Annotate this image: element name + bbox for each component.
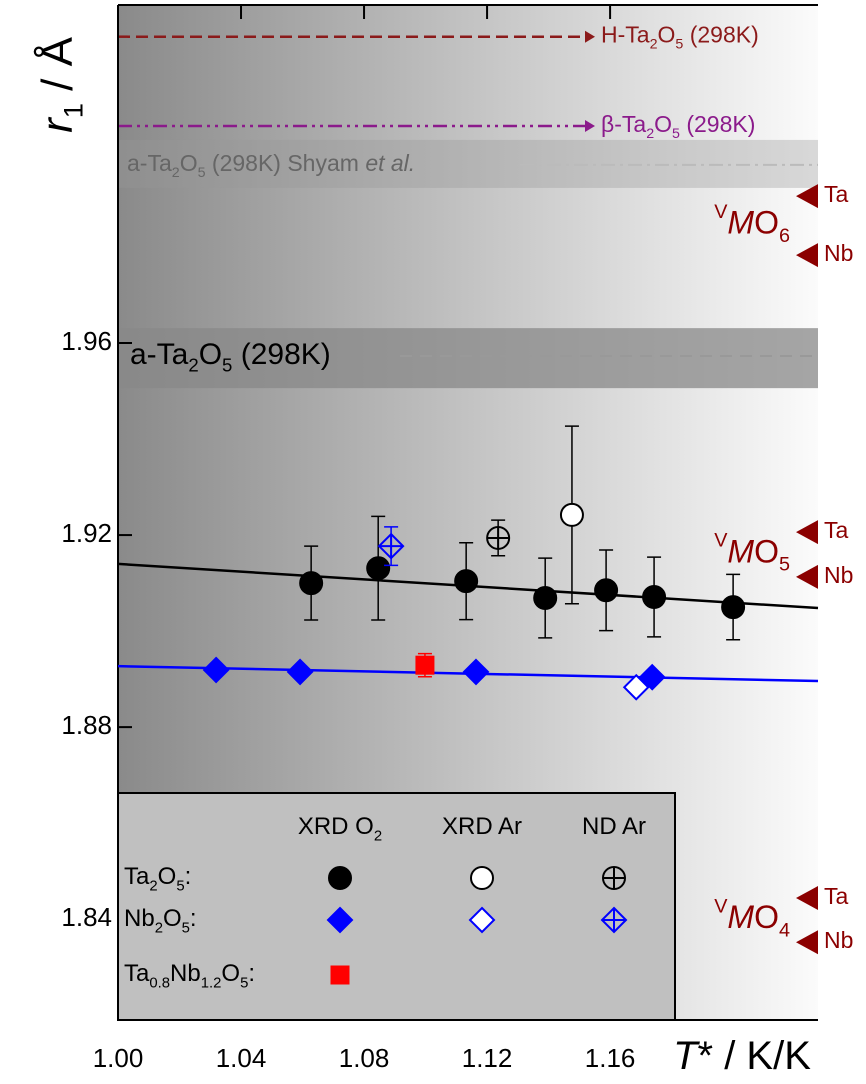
marker-shape bbox=[328, 866, 352, 890]
coordination-marker bbox=[796, 930, 818, 955]
x-tick-label: 1.16 bbox=[585, 1043, 636, 1073]
reference-arrow bbox=[585, 30, 595, 43]
data-point bbox=[533, 585, 558, 610]
marker-shape bbox=[202, 656, 230, 684]
legend-row-label: Ta0.8Nb1.2O5: bbox=[124, 960, 255, 991]
data-point bbox=[366, 556, 391, 581]
y-tick-label: 1.88 bbox=[61, 710, 112, 740]
legend-column-label: XRD O2 bbox=[298, 813, 382, 844]
data-point bbox=[462, 658, 490, 686]
legend-box bbox=[117, 792, 676, 1021]
legend-symbol bbox=[328, 866, 352, 890]
legend-row-label: Nb2O5: bbox=[124, 905, 197, 936]
reference-band-label: a-Ta2O5 (298K) bbox=[130, 338, 331, 375]
data-point bbox=[638, 663, 666, 691]
marker-shape bbox=[330, 965, 350, 985]
x-tick-label: 1.04 bbox=[216, 1043, 267, 1073]
data-point bbox=[642, 585, 667, 610]
reference-band bbox=[118, 328, 818, 389]
marker-shape bbox=[622, 673, 650, 701]
y-tick-label: 1.92 bbox=[61, 518, 112, 548]
coordination-marker-label: Ta bbox=[824, 517, 849, 543]
marker-shape bbox=[286, 658, 314, 686]
data-point bbox=[559, 502, 584, 527]
marker-shape bbox=[326, 906, 354, 934]
coordination-label: VMO6 bbox=[714, 201, 790, 247]
legend-symbol bbox=[600, 906, 628, 934]
data-point bbox=[594, 578, 619, 603]
coordination-marker-label: Ta bbox=[824, 883, 849, 909]
marker-shape bbox=[721, 595, 746, 620]
data-point bbox=[286, 658, 314, 686]
marker-cross bbox=[379, 534, 404, 559]
marker-shape bbox=[462, 658, 490, 686]
data-point bbox=[622, 673, 650, 701]
coordination-label: VMO5 bbox=[714, 530, 790, 576]
x-tick-label: 1.12 bbox=[462, 1043, 513, 1073]
data-point bbox=[377, 532, 405, 560]
coordination-marker bbox=[796, 184, 818, 209]
coordination-marker bbox=[796, 520, 818, 545]
coordination-label: VMO4 bbox=[714, 896, 790, 942]
legend-symbol bbox=[470, 866, 494, 890]
marker-shape bbox=[533, 585, 558, 610]
data-point bbox=[299, 571, 324, 596]
marker-shape bbox=[559, 502, 584, 527]
y-axis-title: r1 / Å bbox=[33, 36, 89, 133]
marker-shape bbox=[299, 571, 324, 596]
marker-shape bbox=[642, 585, 667, 610]
legend-symbol bbox=[602, 866, 626, 890]
x-tick-label: 1.00 bbox=[93, 1043, 144, 1073]
marker-shape bbox=[415, 655, 435, 675]
reference-label: β-Ta2O5 (298K) bbox=[601, 111, 755, 142]
reference-band-label: a-Ta2O5 (298K) Shyam et al. bbox=[127, 150, 415, 181]
marker-cross bbox=[602, 908, 626, 932]
marker-shape bbox=[594, 578, 619, 603]
marker-shape bbox=[638, 663, 666, 691]
legend-column-label: ND Ar bbox=[582, 813, 646, 840]
coordination-marker-label: Nb bbox=[824, 562, 853, 588]
y-tick-label: 1.84 bbox=[61, 902, 112, 932]
legend-symbol bbox=[330, 965, 350, 985]
marker-cross bbox=[487, 526, 510, 549]
marker-shape bbox=[470, 866, 494, 890]
coordination-marker bbox=[796, 886, 818, 911]
legend-row-label: Ta2O5: bbox=[124, 863, 191, 894]
coordination-marker-label: Nb bbox=[824, 927, 853, 953]
reference-arrow bbox=[585, 119, 595, 132]
coordination-marker bbox=[796, 564, 818, 589]
legend-symbol bbox=[326, 906, 354, 934]
data-point bbox=[415, 655, 435, 675]
coordination-marker bbox=[796, 243, 818, 268]
legend-column-label: XRD Ar bbox=[442, 813, 522, 840]
marker-shape bbox=[366, 556, 391, 581]
legend: XRD O2 XRD Ar ND Ar Ta2O5: Nb2O5: Ta0.8Nb1.2O… bbox=[117, 792, 676, 1021]
marker-shape bbox=[468, 906, 496, 934]
legend-symbol bbox=[468, 906, 496, 934]
marker-cross bbox=[603, 867, 625, 889]
marker-shape bbox=[454, 569, 479, 594]
data-point bbox=[454, 569, 479, 594]
data-point bbox=[202, 656, 230, 684]
data-point bbox=[721, 595, 746, 620]
y-tick-label: 1.96 bbox=[61, 326, 112, 356]
data-point bbox=[486, 525, 511, 550]
reference-label: H-Ta2O5 (298K) bbox=[601, 22, 759, 53]
coordination-marker-label: Ta bbox=[824, 181, 849, 207]
x-tick-label: 1.08 bbox=[339, 1043, 390, 1073]
coordination-marker-label: Nb bbox=[824, 240, 853, 266]
x-axis-title: T* / K/K bbox=[673, 1034, 811, 1078]
